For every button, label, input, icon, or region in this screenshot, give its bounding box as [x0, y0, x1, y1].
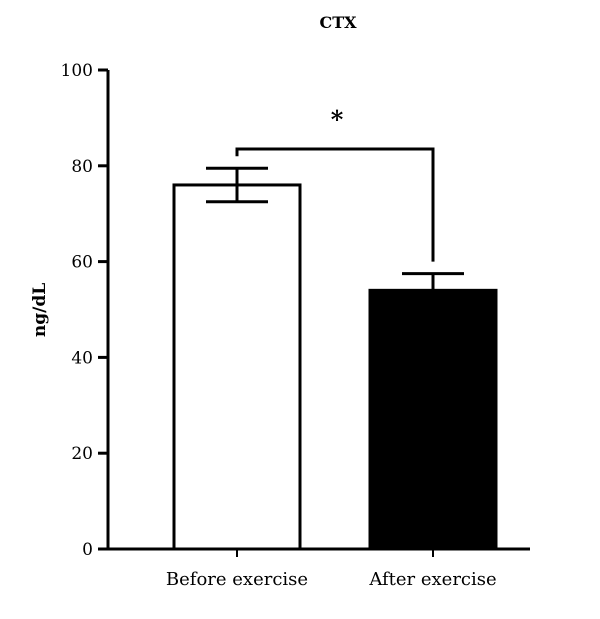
y-tick-label-100: 100	[61, 61, 93, 81]
chart-title: CTX	[319, 13, 357, 32]
y-tick-label-40: 40	[71, 348, 93, 368]
x-tick-label-0: Before exercise	[166, 569, 308, 590]
y-tick-label-60: 60	[71, 253, 93, 273]
bar-0	[172, 183, 302, 551]
bars: Before exercise After exercise	[166, 166, 498, 590]
significance-label: *	[331, 105, 344, 134]
x-tick-label-1: After exercise	[368, 569, 496, 590]
y-tick-label-80: 80	[71, 157, 93, 177]
y-tick-label-20: 20	[71, 444, 93, 464]
y-axis-label: ng/dL	[30, 283, 50, 337]
y-tick-label-0: 0	[82, 540, 93, 560]
bar-1	[368, 288, 498, 551]
significance-bracket: *	[235, 105, 435, 262]
significance-line	[235, 147, 435, 262]
